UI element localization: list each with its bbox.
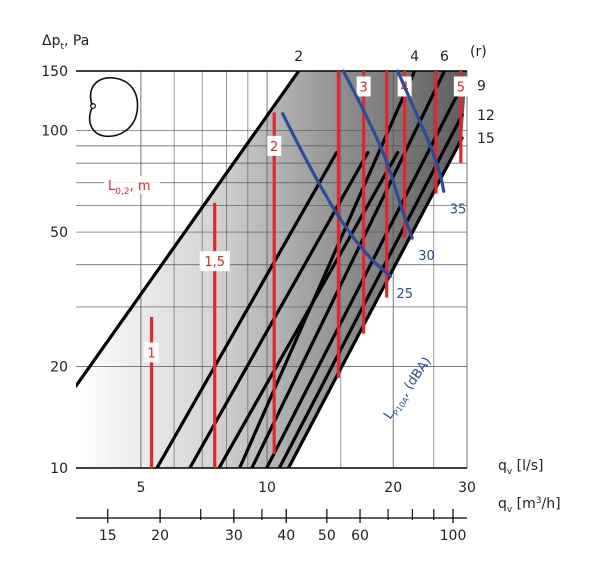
throw-title-box [104,176,160,194]
y-tick-label: 10 [50,461,68,477]
y-axis-title-main: Δp [42,33,61,49]
r-line [286,136,464,468]
throw-title-main: L [108,179,116,194]
plot-frame [76,70,467,523]
r-line-label: 15 [477,131,495,147]
x-title-ls-main: q [498,458,507,474]
r-line-label: 9 [477,78,486,94]
throw-line-label: 2 [270,140,278,155]
r-line-label: 4 [410,49,419,65]
throw-axis-title: L0,2, m [108,179,151,197]
noise-curve-label: 35 [450,202,467,217]
secondary-tick-label: 100 [440,528,467,544]
throw-line-label: 5 [457,80,465,95]
r-line [250,71,447,468]
noise-title-unit: , (dBA) [397,355,435,400]
diffuser-point-icon [89,102,96,109]
y-tick-label: 50 [50,225,68,241]
x-title-m3h-sub: v [507,505,513,515]
x-axis-title-m3h: qv [m3/h] [498,496,561,515]
x-tick-label: 20 [384,480,402,496]
x-title-m3h-main: q [498,496,507,512]
noise-axis-title: LP10A, (dBA) [381,355,436,424]
throw-label-box [356,76,371,97]
noise-curves [281,69,446,278]
y-tick-label: 150 [41,64,68,80]
throw-label-box [453,76,468,97]
x-axis-title-ls: qv [l/s] [498,458,544,477]
x-title-ls-sub: v [507,467,513,477]
x-tick-label: 10 [258,480,276,496]
noise-curve-label: 30 [418,249,435,264]
r-lines [76,71,464,468]
x-tick-label: 5 [136,480,145,496]
r-line [76,71,301,388]
r-legend-label: (r) [470,44,487,60]
r-line [277,113,464,468]
throw-title-unit: , m [130,179,151,194]
throw-label-box [144,342,159,363]
r-line-label: 6 [440,49,449,65]
secondary-tick-label: 20 [151,528,169,544]
noise-curve [281,112,393,278]
x-title-ls-unit: [l/s] [512,458,543,474]
noise-curve [396,69,446,193]
x-tick-label: 30 [458,480,476,496]
diffuser-outline-icon [88,76,139,138]
r-line [155,150,339,468]
throw-label-box [267,135,282,156]
throw-line-label: 3 [359,80,367,95]
throw-line-label: 1 [147,346,155,361]
r-line-label: 2 [294,49,303,65]
x-title-m3h-tail: /h] [542,496,561,512]
x-title-m3h-unit: [m [512,496,536,512]
secondary-tick-label: 50 [318,528,336,544]
noise-curve-label: 25 [396,287,413,302]
throw-title-sub: 0,2 [115,187,129,197]
y-axis-title-unit: , Pa [64,33,89,49]
y-axis-title-sub: t [60,42,64,52]
throw-line-label: 1,5 [204,255,225,270]
y-tick-label: 100 [41,123,68,139]
secondary-tick-label: 40 [277,528,295,544]
throw-label-box [199,251,230,272]
y-tick-label: 20 [50,359,68,375]
secondary-tick-label: 15 [99,528,117,544]
y-axis-title: Δpt, Pa [42,33,89,52]
x-title-m3h-sup: 3 [536,496,542,506]
secondary-tick-label: 60 [351,528,369,544]
r-line-label: 12 [477,108,495,124]
secondary-tick-label: 30 [225,528,243,544]
throw-lines: 11,523 4 5 [144,71,468,468]
noise-curve [341,69,414,240]
